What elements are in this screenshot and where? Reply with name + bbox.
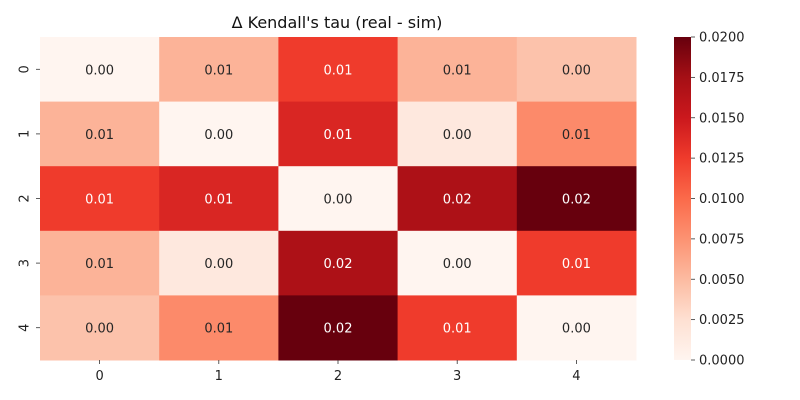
heatmap-cell-2-4 [516, 166, 637, 232]
cell-label-1-4: 0.01 [562, 128, 591, 143]
cell-label-4-3: 0.01 [443, 322, 472, 337]
heatmap-cell-1-4 [516, 101, 637, 167]
heatmap-cells: 0.00 0.01 0.01 0.01 0.00 0.01 0.00 0.01 0.00 0.01… [40, 37, 637, 361]
cell-label-0-2: 0.01 [324, 63, 353, 78]
colorbar-tick-label-7: 0.0175 [699, 71, 745, 86]
heatmap-cell-3-0 [40, 230, 160, 296]
heatmap-cell-2-1 [159, 166, 279, 232]
heatmap-cell-1-1 [159, 101, 279, 167]
y-tick-label-3: 3 [18, 259, 33, 267]
heatmap-cell-0-1 [159, 37, 279, 103]
cell-label-4-0: 0.00 [85, 322, 114, 337]
heatmap-cell-1-3 [397, 101, 518, 167]
x-tick-label-0: 0 [95, 369, 103, 384]
cell-label-3-4: 0.01 [562, 257, 591, 272]
x-tick-label-3: 3 [453, 369, 461, 384]
cell-label-0-0: 0.00 [85, 63, 114, 78]
cell-label-3-1: 0.00 [204, 257, 233, 272]
cell-label-0-3: 0.01 [443, 63, 472, 78]
y-tick-label-0: 0 [18, 65, 33, 73]
y-tick-label-4: 4 [18, 324, 33, 332]
heatmap-cell-3-3 [397, 230, 518, 296]
chart-title: Δ Kendall's tau (real - sim) [232, 13, 443, 32]
cell-label-1-1: 0.00 [204, 128, 233, 143]
colorbar-ticks: 0.0000 0.0025 0.0050 0.0075 0.0100 0.0125 0.01… [691, 31, 745, 369]
x-tick-label-4: 4 [572, 369, 580, 384]
x-axis-ticks: 0 1 2 3 4 [95, 360, 581, 384]
cell-label-3-0: 0.01 [85, 257, 114, 272]
x-tick-label-2: 2 [334, 369, 342, 384]
heatmap-cell-2-0 [40, 166, 160, 232]
cell-label-2-4: 0.02 [562, 193, 591, 208]
cell-label-2-2: 0.00 [324, 193, 353, 208]
cell-label-0-4: 0.00 [562, 63, 591, 78]
heatmap-cell-1-0 [40, 101, 160, 167]
heatmap-cell-4-3 [397, 295, 518, 361]
cell-label-3-2: 0.02 [324, 257, 353, 272]
cell-label-4-2: 0.02 [324, 322, 353, 337]
heatmap-cell-4-2 [278, 295, 399, 361]
cell-label-3-3: 0.00 [443, 257, 472, 272]
cell-label-1-3: 0.00 [443, 128, 472, 143]
heatmap-cell-0-4 [516, 37, 637, 103]
colorbar-tick-label-0: 0.0000 [699, 354, 745, 369]
cell-label-1-0: 0.01 [85, 128, 114, 143]
colorbar-tick-label-6: 0.0150 [699, 111, 745, 126]
heatmap-cell-3-2 [278, 230, 399, 296]
cell-label-2-1: 0.01 [204, 193, 233, 208]
heatmap-cell-1-2 [278, 101, 399, 167]
cell-label-1-2: 0.01 [324, 128, 353, 143]
heatmap-cell-3-1 [159, 230, 279, 296]
heatmap-cell-4-0 [40, 295, 160, 361]
y-axis-ticks: 0 1 2 3 4 [18, 65, 40, 332]
y-tick-label-1: 1 [18, 130, 33, 138]
heatmap-cell-2-2 [278, 166, 399, 232]
colorbar-tick-label-3: 0.0075 [699, 232, 745, 247]
colorbar-tick-label-1: 0.0025 [699, 313, 745, 328]
cell-label-2-0: 0.01 [85, 193, 114, 208]
colorbar-tick-label-8: 0.0200 [699, 31, 745, 46]
cell-label-2-3: 0.02 [443, 193, 472, 208]
heatmap-cell-2-3 [397, 166, 518, 232]
heatmap-cell-4-4 [516, 295, 637, 361]
colorbar [674, 37, 691, 360]
x-tick-label-1: 1 [215, 369, 223, 384]
cell-label-0-1: 0.01 [204, 63, 233, 78]
colorbar-tick-label-5: 0.0125 [699, 152, 745, 167]
cell-label-4-1: 0.01 [204, 322, 233, 337]
colorbar-tick-label-4: 0.0100 [699, 192, 745, 207]
heatmap-cell-4-1 [159, 295, 279, 361]
colorbar-tick-label-2: 0.0050 [699, 273, 745, 288]
heatmap-cell-0-2 [278, 37, 399, 103]
heatmap-cell-3-4 [516, 230, 637, 296]
y-tick-label-2: 2 [18, 194, 33, 202]
cell-label-4-4: 0.00 [562, 322, 591, 337]
heatmap-cell-0-3 [397, 37, 518, 103]
heatmap-cell-0-0 [40, 37, 160, 103]
